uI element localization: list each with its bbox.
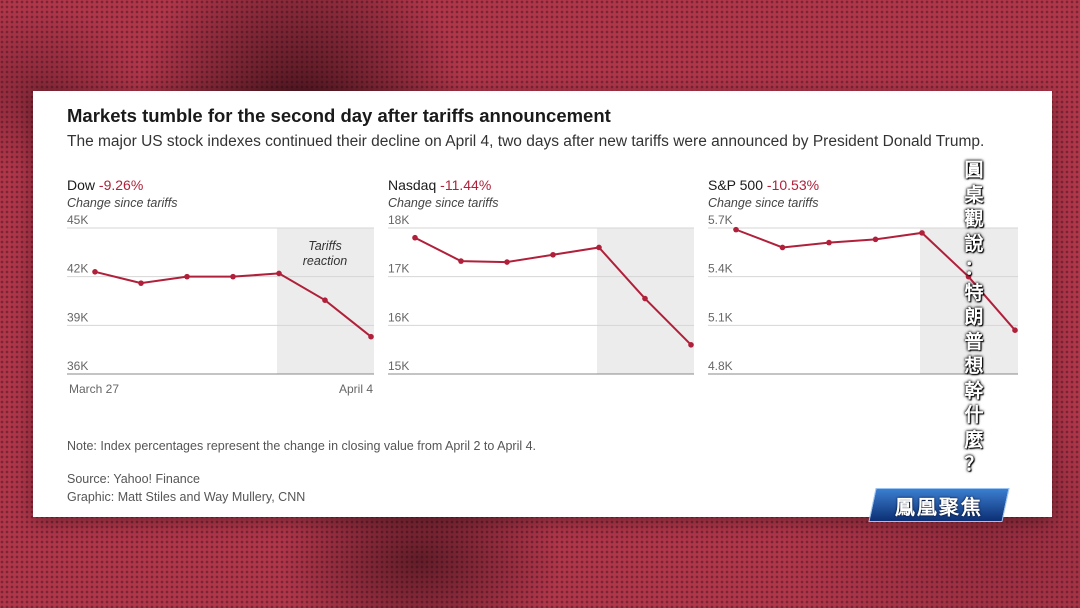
caption-char: 幹 [964,379,984,402]
credit-text: Graphic: Matt Stiles and Way Mullery, CN… [67,490,306,504]
caption-char: 普 [964,330,984,353]
nasdaq-y-tick-label: 18K [388,213,409,227]
dow-annotation: Tariffs reaction [303,239,348,268]
line-charts: 45K 42K 39K 36K March 27 April 4 Tariffs reacti… [67,213,1018,396]
nasdaq-data-point [504,259,510,265]
nasdaq-data-point [458,258,464,264]
dow-y-tick-label: 39K [67,310,88,324]
sp500-data-point [872,236,879,243]
source-text: Source: Yahoo! Finance [67,472,200,486]
nasdaq-name: Nasdaq [388,177,437,193]
dow-data-point [184,273,190,280]
caption-char: 特 [964,281,984,304]
dow-change: -9.26% [98,177,144,193]
chart-subtitle: The major US stock indexes continued the… [67,133,985,150]
dow-subtitle: Change since tariffs [67,196,178,210]
sp500-data-point [919,230,925,236]
caption-char: 說 [964,232,984,255]
dow-data-point [322,297,328,303]
nasdaq-label: Nasdaq -11.44% [388,177,491,193]
sp500-label: S&P 500 -10.53% [708,177,819,193]
vertical-caption: 圓桌觀說：特朗普想幹什麼？ [960,158,988,477]
caption-char: 觀 [964,208,984,230]
dow-y-tick-label: 42K [67,262,88,276]
dow-name: Dow [67,177,96,193]
caption-char: ？ [964,453,984,475]
sp500-data-point [965,273,972,280]
dow-x-tick-label: March 27 [69,382,119,396]
caption-char: ： [964,257,984,279]
dow-y-tick-label: 45K [67,213,88,227]
nasdaq-data-point [550,251,556,258]
nasdaq-change: -11.44% [440,177,492,193]
dow-data-point [138,280,144,286]
dow-data-point [230,273,236,280]
chart-card: Markets tumble for the second day after … [33,91,1052,517]
dow-annotation-line: reaction [303,254,348,268]
sp500-data-point [779,244,786,251]
nasdaq-data-point [642,295,648,302]
sp500-y-tick-label: 5.4K [708,262,733,276]
nasdaq-y-tick-label: 15K [388,359,409,373]
note-text: Note: Index percentages represent the ch… [67,439,537,453]
sp500-name: S&P 500 [708,177,764,193]
caption-char: 想 [964,355,984,377]
channel-logo-text: 鳳凰聚焦 [895,494,983,519]
sp500-y-tick-label: 4.8K [708,359,733,373]
dow-y-tick-label: 36K [67,359,88,373]
sp500-data-point [826,239,832,246]
dow-data-point [276,270,282,277]
dow-annotation-line: Tariffs [308,239,342,253]
nasdaq-subtitle: Change since tariffs [388,196,499,210]
dow-data-point [92,269,98,275]
nasdaq-y-tick-label: 16K [388,310,409,324]
dow-data-point [368,333,374,340]
sp500-y-tick-label: 5.7K [708,213,733,227]
caption-char: 麼 [964,428,984,451]
chart-title: Markets tumble for the second day after … [67,105,611,126]
caption-char: 圓 [964,159,984,181]
caption-char: 桌 [964,183,984,206]
nasdaq-data-point [412,234,418,241]
caption-char: 什 [964,404,984,426]
sp500-data-point [733,226,739,233]
sp500-change: -10.53% [766,177,820,193]
nasdaq-y-tick-label: 17K [388,262,409,276]
nasdaq-data-point [596,244,602,251]
caption-char: 朗 [964,306,984,328]
sp500-data-point [1012,327,1018,333]
dow-x-tick-label: April 4 [339,382,373,396]
sp500-shaded-region [920,228,1018,374]
nasdaq-data-point [688,342,694,348]
dow-label: Dow -9.26% [67,177,143,193]
channel-logo: 鳳凰聚焦 [868,488,1010,522]
sp500-subtitle: Change since tariffs [708,196,819,210]
sp500-y-tick-label: 5.1K [708,310,733,324]
